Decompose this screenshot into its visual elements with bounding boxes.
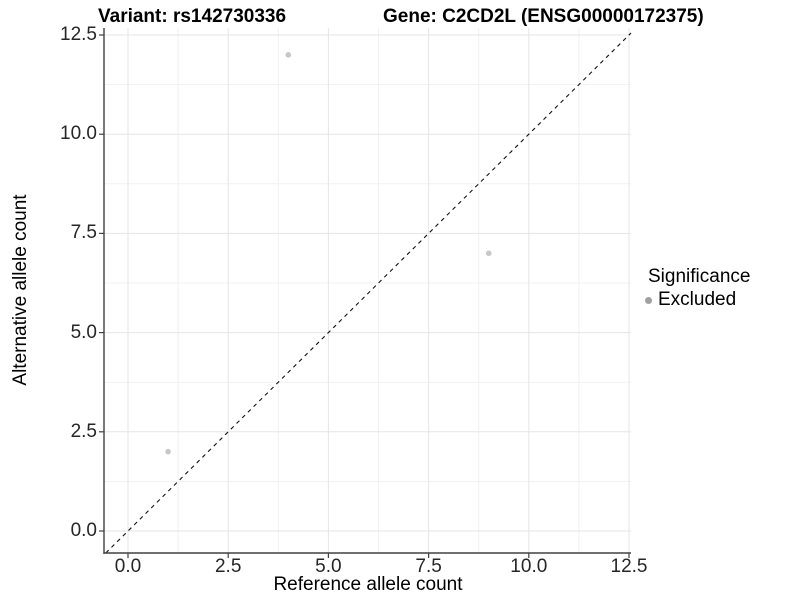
legend-item-excluded: Excluded	[645, 289, 750, 311]
y-tick-label: 12.5	[60, 24, 97, 45]
y-tick-label: 5.0	[70, 321, 97, 343]
data-point	[165, 448, 171, 455]
y-tick-label: 10.0	[60, 123, 97, 145]
y-tick-label: 2.5	[70, 420, 97, 442]
x-tick-label: 5.0	[315, 556, 342, 577]
x-tick-label: 10.0	[510, 556, 548, 577]
data-point	[285, 52, 292, 58]
x-tick-label: 2.5	[214, 556, 242, 577]
data-point	[485, 250, 492, 257]
x-tick-label: 0.0	[114, 556, 142, 577]
legend-title: Significance	[648, 266, 751, 287]
legend: Significance Excluded	[645, 266, 750, 311]
excluded-point-icon	[645, 296, 652, 304]
plot-title-gene: Gene: C2CD2L (ENSG00000172375)	[383, 6, 704, 27]
y-tick-label: 7.5	[70, 222, 97, 244]
x-tick-label: 7.5	[415, 556, 442, 577]
y-axis-title: Alternative allele count	[10, 194, 31, 386]
legend-item-label: Excluded	[658, 289, 737, 310]
identity-line	[105, 32, 632, 554]
plot-title-variant: Variant: rs142730336	[98, 6, 287, 27]
x-axis-title: Reference allele count	[273, 574, 463, 595]
x-tick-label: 12.5	[610, 556, 648, 577]
y-tick-label: 0.0	[70, 520, 97, 541]
